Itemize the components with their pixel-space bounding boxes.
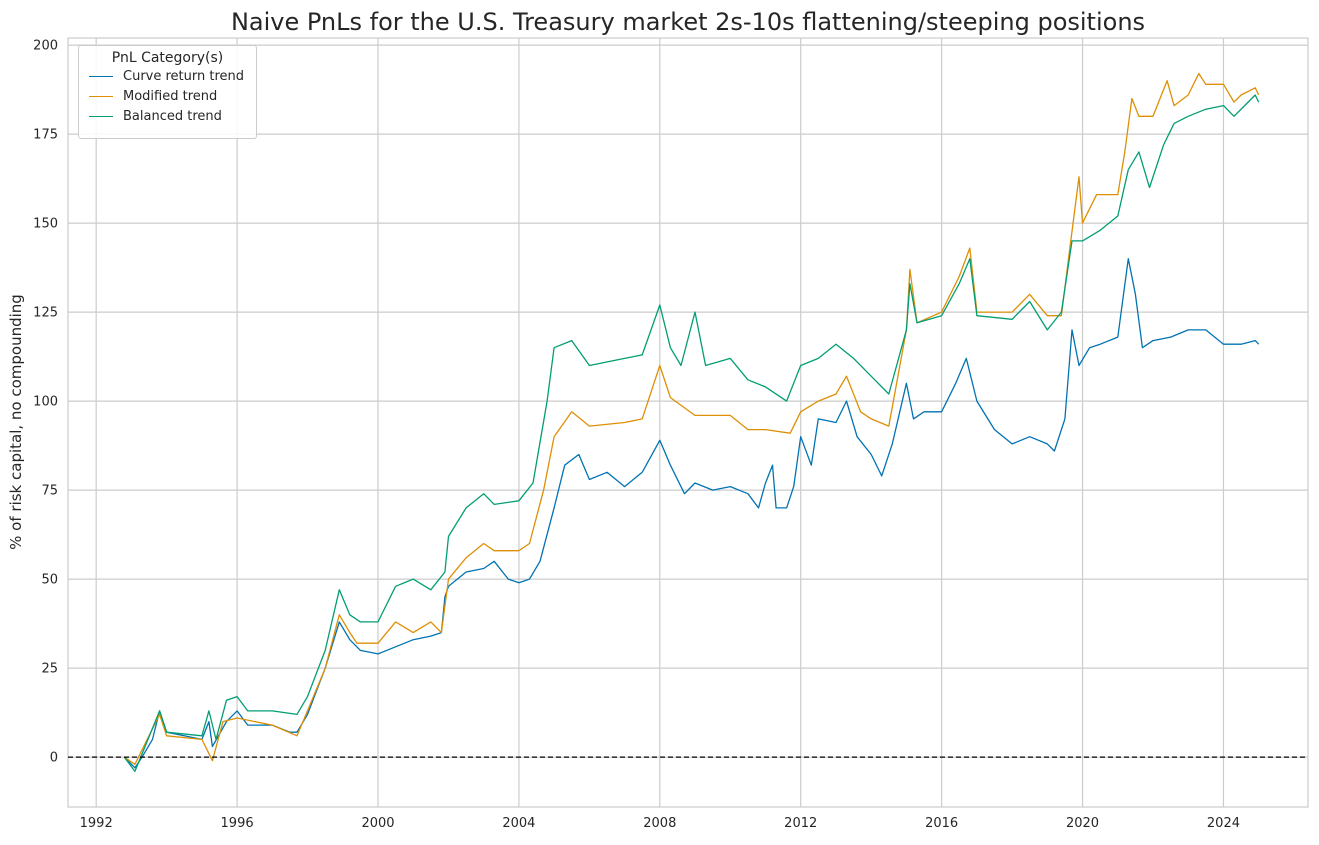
y-tick-label: 200: [33, 39, 58, 54]
legend-label: Balanced trend: [123, 108, 222, 124]
x-tick-label: 2012: [784, 816, 817, 831]
x-axis: 1992 1996 2000 2004 2008 2012 2016 2020 2024: [80, 816, 1240, 831]
series-line-modified-trend: [124, 72, 1260, 765]
x-tick-label: 2024: [1207, 816, 1240, 831]
y-tick-label: 125: [33, 306, 58, 321]
y-tick-label: 50: [41, 573, 58, 588]
y-axis-label: % of risk capital, no compounding: [7, 294, 25, 550]
y-tick-label: 75: [41, 484, 58, 499]
grid: [68, 38, 1308, 807]
x-tick-label: 1992: [80, 816, 113, 831]
legend-swatch: [89, 75, 113, 77]
legend-label: Curve return trend: [123, 68, 245, 84]
legend-item-balanced-trend: Balanced trend: [79, 106, 256, 126]
legend-item-curve-return-trend: Curve return trend: [79, 66, 256, 86]
legend-item-modified-trend: Modified trend: [79, 86, 256, 106]
series-line-balanced-trend: [123, 94, 1260, 773]
legend-swatch: [89, 95, 113, 97]
x-tick-label: 2020: [1066, 816, 1099, 831]
x-tick-label: 2000: [361, 816, 394, 831]
legend-label: Modified trend: [123, 88, 218, 104]
x-tick-label: 1996: [221, 816, 254, 831]
legend-swatch: [89, 115, 113, 117]
x-tick-label: 2016: [925, 816, 958, 831]
x-tick-label: 2004: [502, 816, 535, 831]
legend-title: PnL Category(s): [111, 50, 224, 66]
plot-frame: [67, 37, 1309, 808]
x-tick-label: 2008: [643, 816, 676, 831]
chart-title: Naive PnLs for the U.S. Treasury market …: [231, 8, 1145, 36]
y-tick-label: 25: [41, 662, 58, 677]
y-tick-label: 150: [33, 217, 58, 232]
y-axis: 0 25 50 75 100 125 150 175 200: [33, 39, 58, 766]
y-tick-label: 100: [33, 395, 58, 410]
series-line-curve-return-trend: [123, 258, 1260, 769]
y-tick-label: 175: [33, 128, 58, 143]
y-tick-label: 0: [50, 751, 58, 766]
legend: PnL Category(s) Curve return trend Modif…: [78, 45, 257, 139]
series-lines: [123, 72, 1260, 773]
